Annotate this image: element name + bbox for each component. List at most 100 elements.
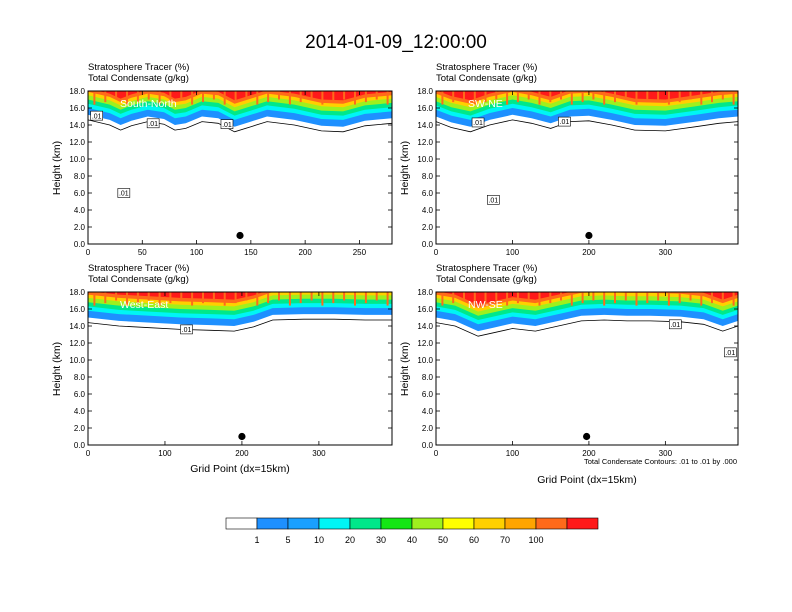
contour-label: .01 xyxy=(670,322,680,329)
ytick-label: 12.0 xyxy=(69,339,85,348)
tracer-streak xyxy=(614,292,616,304)
tracer-streak xyxy=(223,91,226,105)
panel-sw-ne: Stratosphere Tracer (%) Total Condensate… xyxy=(399,62,537,195)
tracer-streak xyxy=(603,91,606,105)
header-tracer-1: Stratosphere Tracer (%) xyxy=(88,62,189,73)
colorbar-label: 30 xyxy=(376,535,386,545)
xtick-label: 300 xyxy=(659,248,673,257)
ytick-label: 4.0 xyxy=(422,206,434,215)
tracer-field: .01 .01 NW-SE xyxy=(436,292,738,445)
tracer-streak xyxy=(169,91,172,103)
tracer-streak xyxy=(570,91,573,105)
tracer-streak xyxy=(169,292,172,304)
ytick-label: 10.0 xyxy=(417,155,433,164)
colorbar-swatch xyxy=(566,517,599,530)
contour-label: .01 xyxy=(92,113,102,120)
xtick-label: 300 xyxy=(312,449,326,458)
header-condensate-1: Total Condensate (g/kg) xyxy=(88,73,189,84)
panel-label: West-East xyxy=(120,299,168,311)
ytick-label: 0.0 xyxy=(422,240,434,249)
ytick-label: 18.0 xyxy=(69,87,85,96)
tracer-streak xyxy=(191,91,194,105)
tracer-streak xyxy=(299,292,302,304)
tracer-streak xyxy=(147,91,150,100)
tracer-streak xyxy=(223,292,226,306)
location-marker xyxy=(585,231,593,240)
plot-frame xyxy=(435,291,739,446)
xtick-label: 0 xyxy=(86,248,91,257)
tracer-streak xyxy=(126,91,128,105)
tracer-streak xyxy=(527,91,530,100)
tracer-streak xyxy=(667,91,670,105)
tracer-streak xyxy=(441,292,444,306)
colorbar-label: 20 xyxy=(345,535,355,545)
ylabel-4: Height (km) xyxy=(399,342,411,396)
tracer-streak xyxy=(375,292,378,301)
ytick-label: 2.0 xyxy=(422,424,434,433)
ytick-label: 12.0 xyxy=(417,339,433,348)
tracer-streak xyxy=(115,91,118,100)
plot-frame xyxy=(87,90,393,245)
tracer-streak xyxy=(115,292,118,301)
tracer-band-7 xyxy=(436,91,738,101)
tracer-streak xyxy=(711,292,713,304)
ytick-label: 6.0 xyxy=(422,390,434,399)
contour-label: .01 xyxy=(182,327,192,334)
tracer-streak xyxy=(560,292,562,301)
tracer-streak xyxy=(278,292,280,301)
tracer-streak xyxy=(202,91,204,103)
plot-4: .01 .01 NW-SE 0.0 2.0 4.0 6.0 8.0 10.0 12.0 14.0 16… xyxy=(417,288,739,458)
contour-label-box xyxy=(90,110,103,121)
xtick-label: 250 xyxy=(353,248,367,257)
ytick-label: 0.0 xyxy=(74,441,86,450)
tracer-streak xyxy=(364,292,367,304)
colorbar-label: 50 xyxy=(438,535,448,545)
colorbar-label: 60 xyxy=(469,535,479,545)
colorbar-swatch xyxy=(535,517,568,530)
colorbar-swatch xyxy=(287,517,320,530)
xtick-label: 100 xyxy=(158,449,172,458)
tracer-streak xyxy=(93,91,96,105)
tracer-streak xyxy=(256,91,259,105)
colorbar-label: 70 xyxy=(500,535,510,545)
tracer-streak xyxy=(592,91,595,100)
contour-label-box xyxy=(220,119,234,129)
xtick-label: 200 xyxy=(235,449,249,458)
tracer-band-7 xyxy=(88,292,392,300)
xtick-label: 100 xyxy=(190,248,204,257)
tracer-band-7 xyxy=(88,91,392,101)
tracer-streak xyxy=(678,91,681,103)
ytick-label: 16.0 xyxy=(69,104,85,113)
colorbar-swatch xyxy=(504,517,537,530)
tracer-streak xyxy=(549,292,552,304)
tracer-streak xyxy=(310,91,313,100)
tracer-streak xyxy=(158,91,161,105)
location-marker xyxy=(238,432,246,441)
ytick-label: 4.0 xyxy=(422,407,434,416)
tracer-streak xyxy=(245,292,248,301)
tracer-streak xyxy=(386,91,389,105)
tracer-streak xyxy=(354,91,356,105)
tracer-streak xyxy=(473,292,476,306)
tracer-streak xyxy=(452,292,455,304)
tracer-streak xyxy=(386,292,389,306)
ytick-label: 6.0 xyxy=(74,189,86,198)
tracer-streak xyxy=(158,292,161,306)
colorbar-swatch xyxy=(411,517,444,530)
ytick-label: 14.0 xyxy=(417,322,433,331)
tracer-streak xyxy=(678,292,681,304)
ytick-label: 18.0 xyxy=(417,288,433,297)
contour-label-box xyxy=(146,118,160,129)
tracer-streak xyxy=(441,91,444,105)
colorbar-label: 100 xyxy=(528,535,543,545)
tracer-streak xyxy=(202,292,204,304)
ytick-label: 8.0 xyxy=(74,373,86,382)
ylabel-1: Height (km) xyxy=(51,141,63,195)
plot-frame xyxy=(435,90,739,245)
ytick-label: 14.0 xyxy=(69,322,85,331)
tracer-streak xyxy=(667,292,670,306)
xtick-label: 200 xyxy=(582,248,596,257)
tracer-streak xyxy=(484,91,487,103)
ylabel-2: Height (km) xyxy=(399,141,411,195)
